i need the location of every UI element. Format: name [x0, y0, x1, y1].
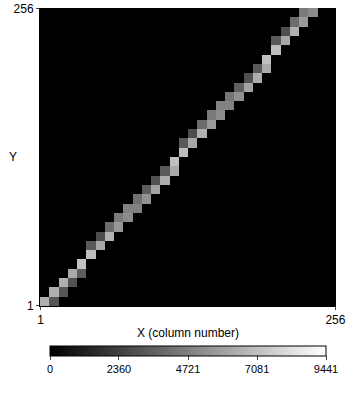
svg-text:1: 1 — [37, 313, 44, 327]
svg-text:0: 0 — [47, 363, 53, 375]
svg-text:1: 1 — [27, 299, 34, 313]
svg-text:256: 256 — [14, 2, 34, 16]
svg-text:9441: 9441 — [314, 363, 338, 375]
svg-text:256: 256 — [325, 313, 345, 327]
svg-text:2360: 2360 — [107, 363, 131, 375]
svg-text:Y: Y — [9, 150, 17, 164]
svg-text:7081: 7081 — [245, 363, 269, 375]
svg-text:X (column number): X (column number) — [137, 326, 239, 340]
svg-text:4721: 4721 — [176, 363, 200, 375]
